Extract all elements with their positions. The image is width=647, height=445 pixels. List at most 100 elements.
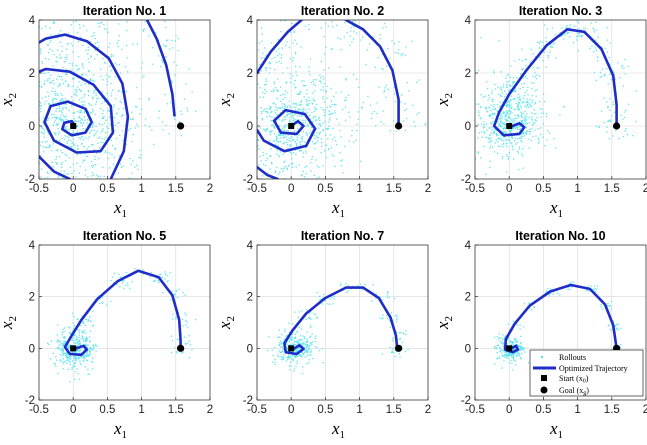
rollout-point <box>542 136 544 138</box>
rollout-point <box>488 115 490 117</box>
rollout-point <box>284 105 286 107</box>
rollout-point <box>530 105 532 108</box>
rollout-point <box>509 142 512 144</box>
rollout-point <box>507 100 509 102</box>
rollout-point <box>547 54 549 57</box>
rollout-point <box>309 312 311 314</box>
rollout-point <box>288 341 290 343</box>
rollout-point <box>401 94 403 96</box>
rollout-point <box>255 79 256 80</box>
rollout-point <box>494 142 497 144</box>
rollout-point <box>67 345 69 347</box>
rollout-point <box>91 368 93 370</box>
rollout-point <box>279 171 281 173</box>
rollout-point <box>609 73 611 76</box>
rollout-point <box>55 134 57 136</box>
rollout-point <box>65 353 68 355</box>
rollout-point <box>79 117 81 120</box>
rollout-point <box>635 120 637 123</box>
rollout-point <box>100 75 102 77</box>
rollout-point <box>137 168 139 171</box>
rollout-point <box>81 101 83 103</box>
rollout-point <box>593 28 595 31</box>
rollout-point <box>81 143 83 145</box>
rollout-point <box>521 48 523 50</box>
rollout-point <box>83 112 85 114</box>
rollout-point <box>499 124 501 126</box>
rollout-point <box>609 305 611 307</box>
rollout-point <box>159 66 162 68</box>
rollout-point <box>51 50 54 52</box>
rollout-point <box>603 74 606 77</box>
rollout-point <box>94 49 96 51</box>
rollout-point <box>191 91 193 94</box>
rollout-point <box>526 103 529 105</box>
rollout-point <box>506 138 508 141</box>
rollout-point <box>75 120 78 122</box>
rollout-point <box>84 344 87 346</box>
rollout-point <box>66 154 68 156</box>
rollout-point <box>125 192 126 193</box>
rollout-point <box>522 101 524 103</box>
rollout-point <box>174 40 176 42</box>
rollout-point <box>569 36 571 38</box>
rollout-point <box>533 306 535 308</box>
rollout-point <box>536 117 538 119</box>
rollout-point <box>166 281 169 283</box>
rollout-point <box>113 156 115 158</box>
rollout-point <box>549 46 552 48</box>
rollout-point <box>69 332 71 334</box>
rollout-point <box>63 138 65 140</box>
rollout-point <box>296 144 298 146</box>
rollout-point <box>400 53 402 55</box>
rollout-point <box>311 111 313 114</box>
rollout-point <box>287 355 290 358</box>
rollout-point <box>294 357 296 359</box>
rollout-point <box>522 167 524 169</box>
rollout-point <box>279 151 282 153</box>
rollout-point <box>528 302 531 304</box>
rollout-point <box>170 299 172 301</box>
rollout-point <box>77 121 79 123</box>
rollout-point <box>245 133 246 134</box>
rollout-point <box>58 108 60 110</box>
rollout-point <box>276 140 278 142</box>
rollout-point <box>490 140 493 142</box>
rollout-point <box>519 96 521 98</box>
rollout-point <box>32 98 33 99</box>
rollout-point <box>497 86 499 88</box>
rollout-point <box>89 208 90 209</box>
rollout-point <box>85 355 88 357</box>
rollout-point <box>97 175 99 178</box>
rollout-point <box>263 128 265 130</box>
rollout-point <box>123 107 125 110</box>
rollout-point <box>19 20 20 21</box>
rollout-point <box>524 105 526 107</box>
rollout-point <box>125 271 127 274</box>
rollout-point <box>514 348 517 350</box>
rollout-point <box>529 103 531 105</box>
rollout-point <box>64 340 66 342</box>
rollout-point <box>94 155 96 158</box>
rollout-point <box>289 338 291 340</box>
rollout-point <box>274 143 277 146</box>
rollout-point <box>525 101 527 104</box>
rollout-point <box>295 71 297 73</box>
rollout-point <box>309 123 311 125</box>
rollout-point <box>65 160 67 162</box>
rollout-point <box>612 135 614 137</box>
rollout-point <box>264 93 266 95</box>
rollout-point <box>187 326 189 329</box>
rollout-point <box>309 74 311 76</box>
rollout-point <box>518 58 520 61</box>
rollout-point <box>327 138 329 140</box>
rollout-point <box>493 71 495 74</box>
rollout-point <box>566 31 568 34</box>
rollout-point <box>277 39 279 41</box>
rollout-point <box>106 93 108 95</box>
rollout-point <box>486 129 488 132</box>
rollout-point <box>118 64 120 66</box>
rollout-point <box>67 173 69 175</box>
rollout-point <box>499 125 502 127</box>
